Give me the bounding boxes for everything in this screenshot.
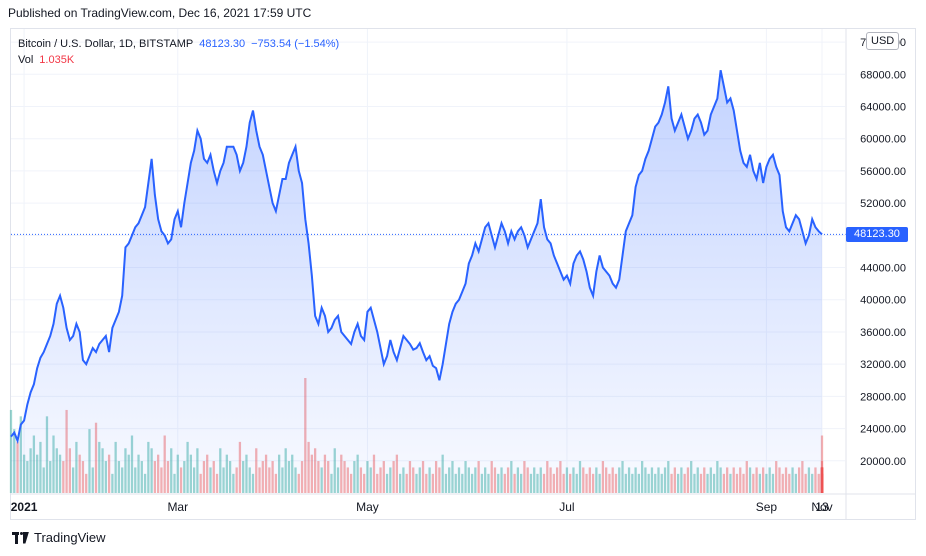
last-price-tag: 48123.30 — [846, 226, 908, 242]
published-line: Published on TradingView.com, Dec 16, 20… — [8, 6, 312, 20]
price-line-series — [10, 70, 823, 445]
price-tick-label: 56000.00 — [860, 166, 906, 178]
symbol-name[interactable]: Bitcoin / U.S. Dollar, 1D, BITSTAMP — [18, 38, 194, 50]
time-tick-label: Jul — [559, 500, 574, 514]
volume-label[interactable]: Vol — [18, 54, 34, 66]
time-tick-label: Nov — [811, 500, 832, 514]
price-tick-label: 64000.00 — [860, 101, 906, 113]
legend-price: 48123.30 — [199, 38, 246, 50]
chart-frame — [10, 28, 916, 520]
price-tick-label: 32000.00 — [860, 359, 906, 371]
currency-button[interactable]: USD — [866, 32, 900, 50]
legend-change: −753.54 (−1.54%) — [251, 38, 340, 50]
tradingview-logo-icon — [12, 531, 30, 544]
chart-legend: Bitcoin / U.S. Dollar, 1D, BITSTAMP 48123… — [18, 36, 339, 68]
price-tick-label: 60000.00 — [860, 134, 906, 146]
price-tick-label: 24000.00 — [860, 424, 906, 436]
volume-value: 1.035K — [39, 54, 75, 66]
footer-brand: TradingView — [34, 530, 106, 545]
price-tick-label: 20000.00 — [860, 456, 906, 468]
price-tick-label: 68000.00 — [860, 69, 906, 81]
price-tick-label: 36000.00 — [860, 327, 906, 339]
footer-branding[interactable]: TradingView — [12, 530, 106, 545]
time-tick-label: Mar — [167, 500, 188, 514]
price-tick-label: 44000.00 — [860, 263, 906, 275]
price-tick-label: 28000.00 — [860, 391, 906, 403]
price-area-fill — [11, 70, 822, 493]
time-tick-label: Sep — [756, 500, 778, 514]
time-tick-label: 13 — [815, 500, 829, 514]
price-tick-label: 52000.00 — [860, 198, 906, 210]
time-tick-label: 2021 — [11, 500, 38, 514]
price-axis[interactable]: 72000.0068000.0064000.0060000.0056000.00… — [860, 37, 906, 468]
price-tick-label: 40000.00 — [860, 295, 906, 307]
time-tick-label: May — [356, 500, 379, 514]
